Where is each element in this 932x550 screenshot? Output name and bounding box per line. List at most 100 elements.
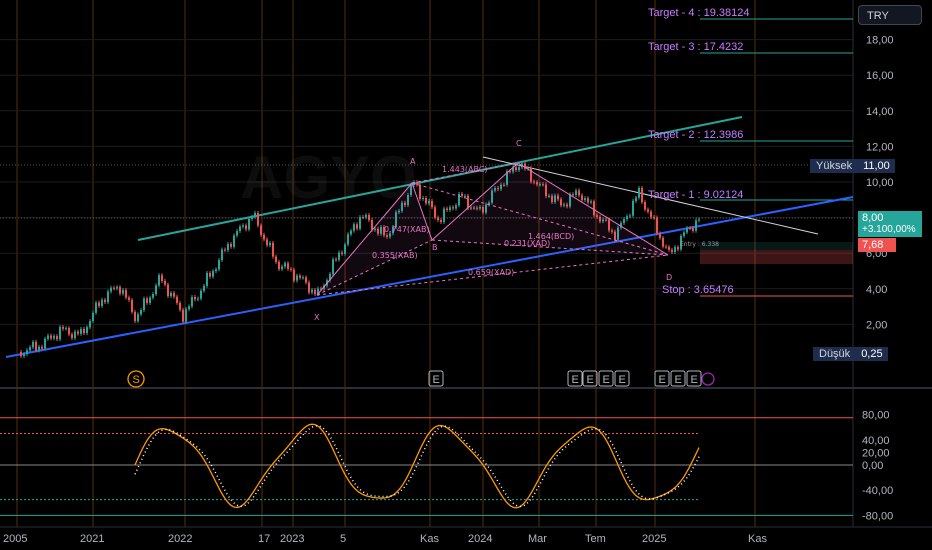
- earnings-event-marker[interactable]: E: [614, 370, 630, 387]
- candle-body: [641, 187, 643, 203]
- candle-body: [398, 210, 400, 213]
- candle-body: [284, 263, 286, 267]
- candle-body: [110, 287, 112, 292]
- candle-body: [200, 290, 202, 299]
- candle-body: [650, 211, 652, 218]
- osc-signal-line: [134, 423, 700, 509]
- candle-body: [635, 197, 637, 201]
- descending-trendline: [482, 156, 819, 235]
- candle-body: [65, 328, 67, 330]
- candle-body: [665, 246, 667, 248]
- candle-body: [572, 194, 574, 196]
- candle-body: [38, 346, 40, 351]
- candle-body: [512, 167, 514, 172]
- candle-body: [524, 163, 526, 169]
- candle-body: [536, 182, 538, 185]
- candle-body: [587, 198, 589, 203]
- earnings-event-marker[interactable]: E: [598, 370, 614, 387]
- event-marker-text: E: [675, 374, 682, 386]
- pattern-ratio-line: [316, 254, 669, 296]
- candle-body: [698, 219, 700, 221]
- candle-body: [209, 273, 211, 277]
- entry-label: Entry : 6.338: [680, 241, 719, 248]
- candle-body: [560, 199, 562, 206]
- candle-body: [188, 306, 190, 310]
- candle-body: [269, 242, 271, 246]
- candle-body: [26, 350, 28, 355]
- candle-body: [485, 204, 487, 213]
- candle-body: [35, 341, 37, 351]
- candle-body: [530, 168, 532, 182]
- earnings-event-marker[interactable]: E: [654, 370, 670, 387]
- earnings-event-marker[interactable]: E: [428, 370, 444, 387]
- candle-body: [44, 338, 46, 349]
- candle-body: [128, 297, 130, 300]
- earnings-event-marker[interactable]: E: [670, 370, 686, 387]
- candle-body: [146, 298, 148, 303]
- candle-body: [92, 312, 94, 322]
- candle-body: [359, 217, 361, 229]
- candle-body: [320, 288, 322, 290]
- reward-zone: [700, 242, 853, 250]
- candle-body: [614, 231, 616, 240]
- candle-body: [428, 200, 430, 204]
- candle-body: [653, 217, 655, 219]
- candle-body: [365, 214, 367, 218]
- axes: 18,0016,0014,0012,0010,008,006,004,002,0…: [3, 35, 894, 545]
- candle-body: [68, 328, 70, 335]
- candle-body: [122, 290, 124, 294]
- earnings-event-marker[interactable]: E: [686, 370, 702, 387]
- price-tick-label: 14,00: [866, 106, 894, 118]
- candle-body: [74, 331, 76, 339]
- candle-body: [164, 280, 166, 285]
- event-marker-text: E: [659, 374, 666, 386]
- support-trendline: [5, 196, 854, 358]
- candle-body: [302, 277, 304, 279]
- candle-body: [86, 327, 88, 334]
- candle-body: [578, 190, 580, 196]
- candle-body: [281, 266, 283, 270]
- candle-body: [95, 302, 97, 313]
- earnings-event-marker[interactable]: E: [582, 370, 598, 387]
- earnings-event-marker[interactable]: E: [567, 370, 583, 387]
- candle-body: [101, 299, 103, 307]
- candle-body: [257, 212, 259, 226]
- currency-selector[interactable]: TRY: [858, 5, 922, 25]
- candle-body: [197, 298, 199, 300]
- low-badge: Düşük 0,25: [813, 347, 888, 361]
- ratio-xab-label: 0.355(XAB): [372, 251, 418, 260]
- candle-body: [632, 200, 634, 216]
- candle-body: [290, 268, 292, 270]
- candle-body: [590, 201, 592, 203]
- candle-body: [680, 235, 682, 250]
- event-marker-box: [654, 370, 670, 387]
- high-value: 11,00: [858, 159, 895, 173]
- candle-body: [293, 269, 295, 281]
- candle-body: [440, 220, 442, 222]
- candle-body: [23, 354, 25, 357]
- low-label: Düşük: [813, 347, 857, 361]
- candle-body: [449, 207, 451, 210]
- candle-body: [311, 289, 313, 293]
- candle-body: [626, 216, 628, 220]
- candle-body: [317, 288, 319, 295]
- candle-body: [347, 234, 349, 245]
- candle-body: [404, 202, 406, 206]
- high-label: Yüksek: [810, 159, 859, 173]
- candle-body: [431, 200, 433, 208]
- candle-body: [434, 207, 436, 218]
- candle-body: [689, 227, 691, 229]
- time-tick-label: 2025: [642, 533, 666, 545]
- candle-body: [611, 230, 613, 232]
- price-tick-label: 12,00: [866, 141, 894, 153]
- candle-body: [374, 228, 376, 230]
- candle-body: [545, 184, 547, 197]
- event-marker-text: S: [133, 374, 140, 386]
- candle-body: [518, 167, 520, 171]
- candle-body: [275, 256, 277, 262]
- candle-body: [131, 299, 133, 312]
- split-event-marker[interactable]: S: [127, 370, 145, 388]
- candle-body: [668, 246, 670, 250]
